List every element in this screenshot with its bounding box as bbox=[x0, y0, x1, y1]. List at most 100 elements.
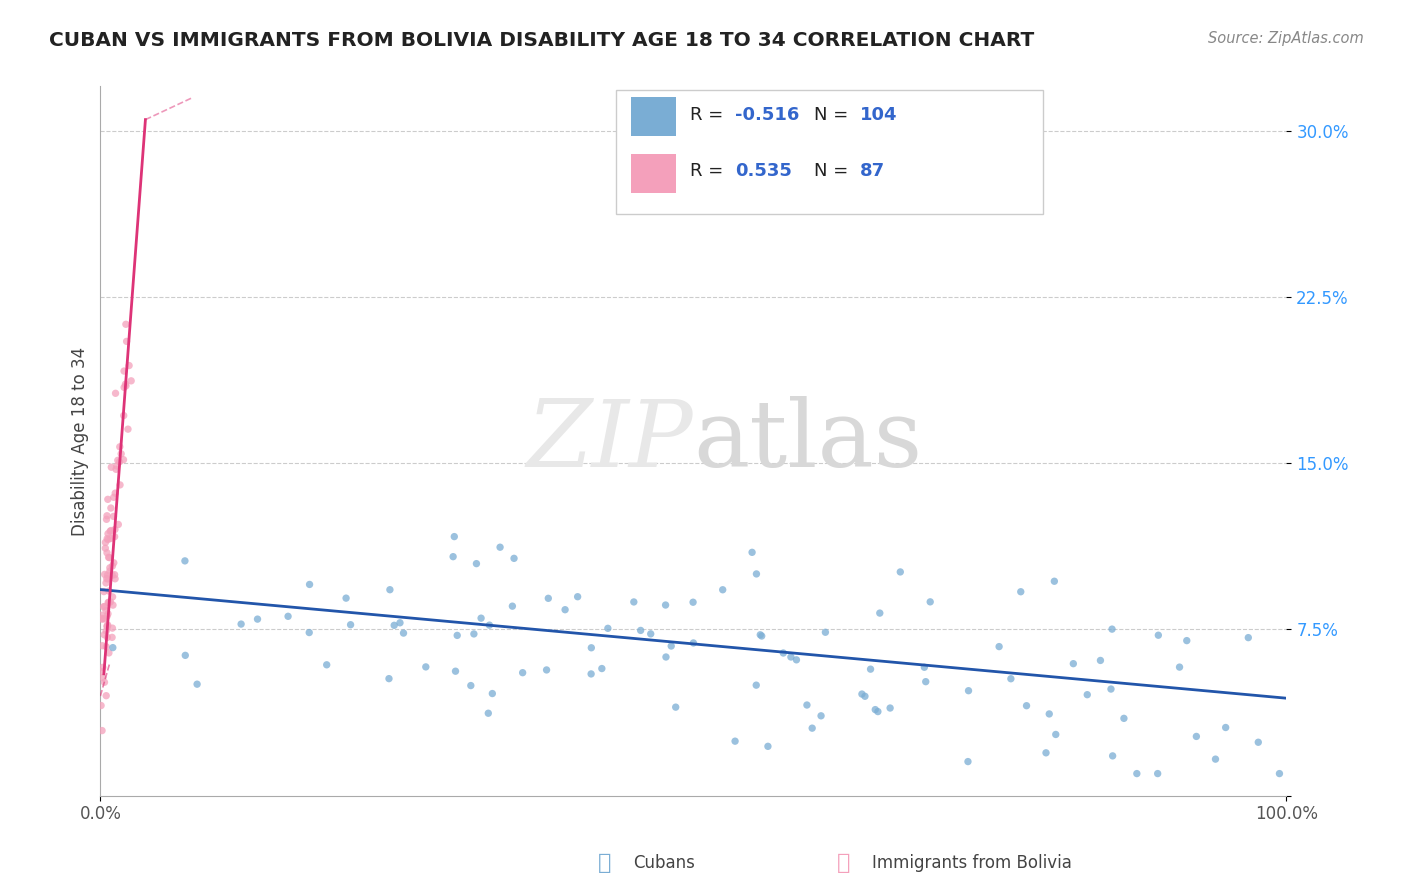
Point bbox=[120, 374, 142, 388]
Point bbox=[1101, 622, 1123, 636]
Point bbox=[277, 609, 299, 624]
Point bbox=[96, 631, 118, 645]
Point bbox=[567, 590, 589, 604]
Y-axis label: Disability Age 18 to 34: Disability Age 18 to 34 bbox=[72, 346, 89, 535]
Point bbox=[112, 380, 135, 394]
Point bbox=[1043, 574, 1066, 589]
Point bbox=[103, 556, 125, 570]
Point bbox=[97, 572, 120, 586]
Point bbox=[101, 631, 124, 645]
Point bbox=[470, 611, 492, 625]
Point bbox=[1035, 746, 1057, 760]
Point bbox=[298, 577, 321, 591]
Point bbox=[104, 567, 127, 582]
Point bbox=[756, 739, 779, 754]
Point bbox=[90, 698, 112, 713]
Point bbox=[1205, 752, 1227, 766]
Point bbox=[97, 533, 120, 547]
Point bbox=[537, 591, 560, 606]
Point bbox=[96, 546, 118, 560]
Point bbox=[101, 568, 124, 582]
Bar bbox=[630, 153, 676, 193]
Point bbox=[115, 318, 138, 332]
Point bbox=[1237, 631, 1260, 645]
Text: N =: N = bbox=[814, 106, 855, 124]
Point bbox=[503, 551, 526, 566]
Point bbox=[581, 640, 603, 655]
Point bbox=[879, 701, 901, 715]
Point bbox=[1045, 727, 1067, 741]
Point bbox=[97, 492, 120, 507]
Point bbox=[554, 603, 576, 617]
Point bbox=[174, 648, 197, 663]
Text: 0.535: 0.535 bbox=[735, 162, 792, 180]
Point bbox=[446, 628, 468, 642]
Point bbox=[745, 678, 768, 692]
Point bbox=[1168, 660, 1191, 674]
Text: ZIP: ZIP bbox=[527, 396, 693, 486]
Point bbox=[91, 723, 114, 738]
Point bbox=[1175, 633, 1198, 648]
Point bbox=[94, 541, 117, 556]
Point bbox=[101, 590, 124, 604]
Point bbox=[298, 625, 321, 640]
Point bbox=[1146, 766, 1168, 780]
Point bbox=[665, 700, 688, 714]
Point bbox=[114, 377, 136, 392]
Point bbox=[96, 532, 118, 546]
Point bbox=[91, 639, 114, 653]
Point bbox=[659, 639, 682, 653]
Point bbox=[112, 409, 135, 423]
Point bbox=[596, 621, 619, 635]
Point bbox=[796, 698, 818, 712]
Point bbox=[96, 689, 118, 703]
Point bbox=[481, 687, 503, 701]
Point bbox=[101, 621, 124, 635]
Point bbox=[536, 663, 558, 677]
Point bbox=[1268, 766, 1291, 780]
Point bbox=[96, 640, 118, 654]
Point bbox=[94, 604, 117, 618]
Point bbox=[94, 576, 117, 591]
Point bbox=[96, 508, 118, 523]
Point bbox=[97, 596, 120, 610]
Point bbox=[512, 665, 534, 680]
Point bbox=[93, 567, 115, 582]
Point bbox=[1126, 766, 1149, 780]
Point bbox=[103, 491, 125, 505]
Point bbox=[682, 636, 704, 650]
Text: 104: 104 bbox=[859, 106, 897, 124]
Point bbox=[96, 568, 118, 582]
Point bbox=[957, 683, 980, 698]
Point bbox=[654, 598, 676, 612]
Point bbox=[100, 460, 122, 475]
Point bbox=[335, 591, 357, 606]
Point bbox=[97, 550, 120, 565]
Point bbox=[1015, 698, 1038, 713]
Point bbox=[107, 453, 129, 467]
Point bbox=[104, 572, 127, 586]
Point bbox=[1090, 653, 1112, 667]
Point bbox=[104, 530, 127, 544]
Point bbox=[853, 690, 876, 704]
Point bbox=[772, 646, 794, 660]
Point bbox=[112, 452, 135, 467]
Point bbox=[115, 334, 138, 349]
Point bbox=[108, 455, 131, 469]
Point bbox=[869, 606, 891, 620]
Point bbox=[745, 566, 768, 581]
Point bbox=[1099, 681, 1122, 696]
Point bbox=[956, 755, 979, 769]
Point bbox=[91, 611, 114, 625]
Point bbox=[108, 440, 131, 454]
Point bbox=[655, 650, 678, 665]
Text: Cubans: Cubans bbox=[633, 855, 695, 872]
Text: R =: R = bbox=[690, 106, 728, 124]
Point bbox=[315, 657, 337, 672]
Point bbox=[866, 705, 889, 719]
Point bbox=[478, 618, 501, 632]
Point bbox=[1215, 721, 1237, 735]
Point bbox=[101, 640, 124, 655]
Point bbox=[97, 646, 120, 660]
Point bbox=[91, 660, 114, 674]
